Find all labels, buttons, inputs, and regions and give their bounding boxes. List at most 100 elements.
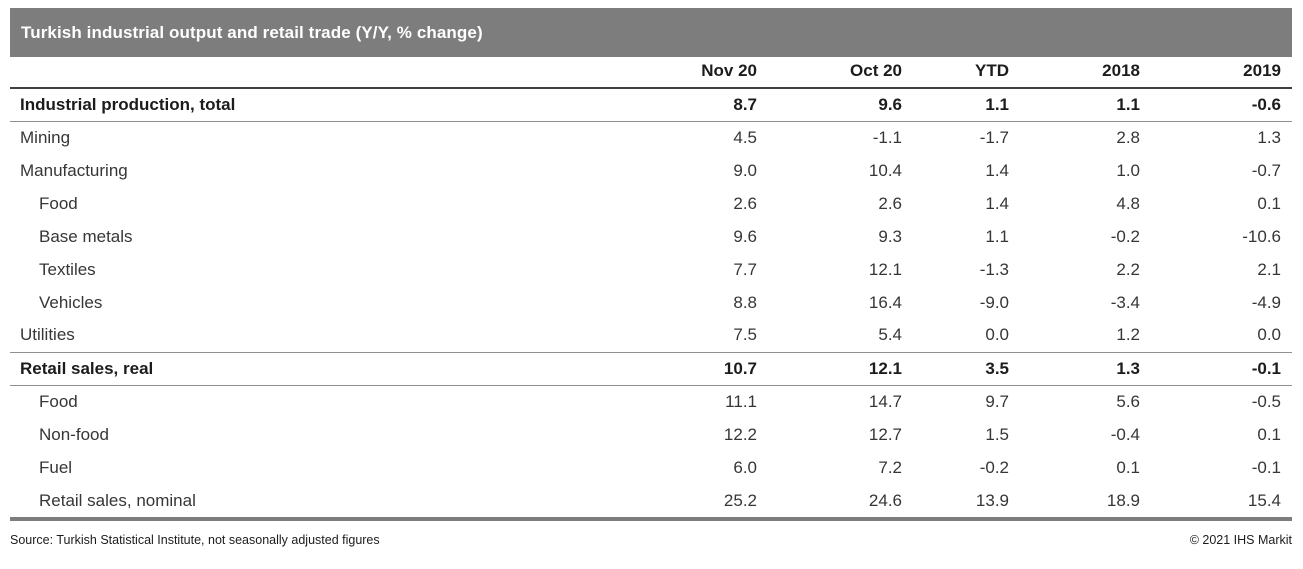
table-row: Retail sales, nominal 25.2 24.6 13.9 18.9 15.…	[10, 484, 1292, 517]
row-label: Industrial production, total	[10, 87, 623, 122]
cell-value: 9.0	[733, 160, 757, 180]
row-label: Manufacturing	[20, 160, 128, 180]
cell-value: -9.0	[979, 292, 1009, 312]
cell-value: 1.1	[913, 87, 1020, 122]
cell-value: 12.1	[768, 351, 913, 386]
cell-value: 6.0	[733, 457, 757, 477]
column-header: 2019	[1151, 57, 1292, 89]
table-footer: Source: Turkish Statistical Institute, n…	[10, 533, 1292, 547]
cell-value: 1.3	[1257, 127, 1281, 147]
cell-value: 0.0	[985, 325, 1009, 345]
table-row: Food 11.1 14.7 9.7 5.6 -0.5	[10, 385, 1292, 418]
cell-value: 12.2	[723, 424, 757, 444]
table-row: Mining 4.5 -1.1 -1.7 2.8 1.3	[10, 121, 1292, 154]
cell-value: 15.4	[1247, 490, 1281, 510]
cell-value: -0.1	[1251, 457, 1281, 477]
cell-value: -0.5	[1251, 391, 1281, 411]
data-table: Nov 20 Oct 20 YTD 2018 2019 Industrial produ…	[10, 57, 1292, 517]
row-label: Vehicles	[39, 292, 103, 312]
column-header: 2018	[1020, 57, 1151, 89]
cell-value: 5.6	[1116, 391, 1140, 411]
report-table-figure: Turkish industrial output and retail tra…	[0, 8, 1303, 569]
cell-value: -4.9	[1251, 292, 1281, 312]
cell-value: 4.8	[1116, 193, 1140, 213]
cell-value: 12.7	[868, 424, 902, 444]
cell-value: 1.2	[1116, 325, 1140, 345]
cell-value: 5.4	[878, 325, 902, 345]
cell-value: 25.2	[723, 490, 757, 510]
cell-value: 8.8	[733, 292, 757, 312]
cell-value: -1.7	[979, 127, 1009, 147]
cell-value: 7.7	[733, 259, 757, 279]
cell-value: 16.4	[868, 292, 902, 312]
table-bottom-rule	[10, 517, 1292, 521]
cell-value: 9.6	[733, 226, 757, 246]
table-row: Retail sales, real 10.7 12.1 3.5 1.3 -0.1	[10, 351, 1292, 386]
cell-value: 24.6	[868, 490, 902, 510]
cell-value: 9.6	[768, 87, 913, 122]
cell-value: 3.5	[913, 351, 1020, 386]
cell-value: 11.1	[725, 391, 757, 411]
table-row: Vehicles 8.8 16.4 -9.0 -3.4 -4.9	[10, 286, 1292, 319]
header-spacer	[10, 57, 623, 89]
cell-value: 7.2	[878, 457, 902, 477]
cell-value: 1.0	[1116, 160, 1140, 180]
table-body: Industrial production, total 8.7 9.6 1.1 1.1…	[10, 87, 1292, 517]
row-label: Retail sales, nominal	[39, 490, 196, 510]
cell-value: 1.1	[1020, 87, 1151, 122]
cell-value: 14.7	[868, 391, 902, 411]
table-row: Manufacturing 9.0 10.4 1.4 1.0 -0.7	[10, 154, 1292, 187]
cell-value: 2.2	[1116, 259, 1140, 279]
cell-value: -3.4	[1110, 292, 1140, 312]
cell-value: 0.1	[1116, 457, 1140, 477]
row-label: Retail sales, real	[10, 351, 623, 386]
column-header: Oct 20	[768, 57, 913, 89]
row-label: Non-food	[39, 424, 109, 444]
table-header-row: Nov 20 Oct 20 YTD 2018 2019	[10, 57, 1292, 89]
row-label: Textiles	[39, 259, 96, 279]
cell-value: 1.4	[985, 193, 1009, 213]
cell-value: 0.1	[1257, 193, 1281, 213]
cell-value: -0.6	[1151, 87, 1292, 122]
cell-value: -0.7	[1251, 160, 1281, 180]
cell-value: 1.1	[985, 226, 1009, 246]
table-row: Non-food 12.2 12.7 1.5 -0.4 0.1	[10, 418, 1292, 451]
cell-value: 8.7	[623, 87, 768, 122]
table-row: Base metals 9.6 9.3 1.1 -0.2 -10.6	[10, 220, 1292, 253]
cell-value: 12.1	[868, 259, 902, 279]
cell-value: 2.1	[1257, 259, 1281, 279]
row-label: Fuel	[39, 457, 73, 477]
cell-value: 2.6	[733, 193, 757, 213]
cell-value: 9.3	[878, 226, 902, 246]
cell-value: 0.0	[1257, 325, 1281, 345]
row-label: Mining	[20, 127, 71, 147]
cell-value: -1.3	[979, 259, 1009, 279]
cell-value: -0.1	[1151, 351, 1292, 386]
cell-value: 10.4	[868, 160, 902, 180]
table-row: Industrial production, total 8.7 9.6 1.1 1.1…	[10, 87, 1292, 122]
cell-value: 13.9	[975, 490, 1009, 510]
cell-value: -1.1	[872, 127, 902, 147]
table-row: Textiles 7.7 12.1 -1.3 2.2 2.1	[10, 253, 1292, 286]
cell-value: -0.2	[979, 457, 1009, 477]
cell-value: 1.4	[985, 160, 1009, 180]
cell-value: 9.7	[985, 391, 1009, 411]
row-label: Food	[39, 193, 78, 213]
table-row: Food 2.6 2.6 1.4 4.8 0.1	[10, 187, 1292, 220]
row-label: Base metals	[39, 226, 133, 246]
table-row: Utilities 7.5 5.4 0.0 1.2 0.0	[10, 319, 1292, 352]
cell-value: 1.5	[985, 424, 1009, 444]
row-label: Food	[39, 391, 78, 411]
column-header: Nov 20	[623, 57, 768, 89]
cell-value: 2.6	[878, 193, 902, 213]
table-title-bar: Turkish industrial output and retail tra…	[10, 8, 1292, 57]
cell-value: 0.1	[1257, 424, 1281, 444]
table-title: Turkish industrial output and retail tra…	[21, 22, 483, 42]
table-header: Nov 20 Oct 20 YTD 2018 2019	[10, 57, 1292, 89]
cell-value: 4.5	[733, 127, 757, 147]
cell-value: -0.2	[1110, 226, 1140, 246]
cell-value: 2.8	[1116, 127, 1140, 147]
copyright-note: © 2021 IHS Markit	[1189, 533, 1292, 547]
column-header: YTD	[913, 57, 1020, 89]
cell-value: 10.7	[623, 351, 768, 386]
